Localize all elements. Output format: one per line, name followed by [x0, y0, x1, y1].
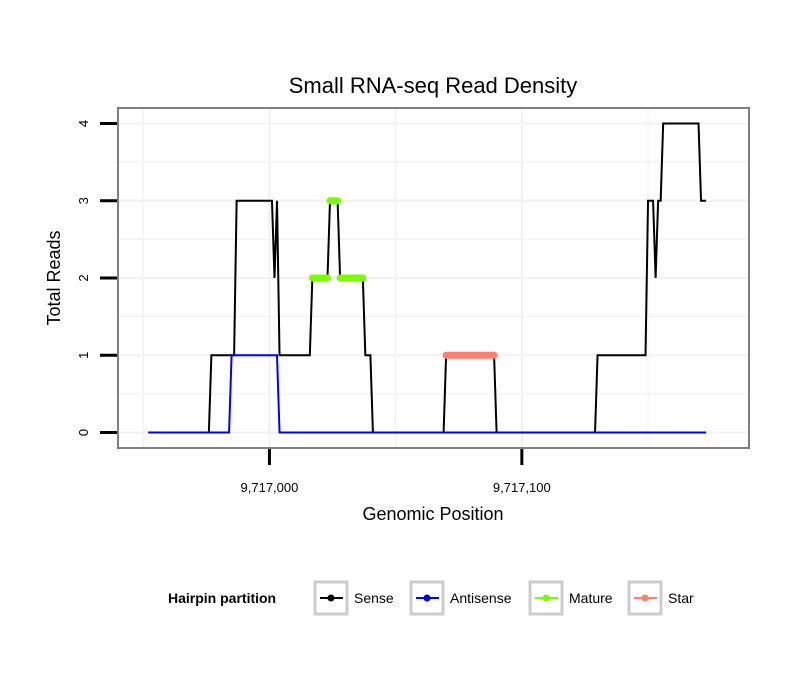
y-tick-label: 4: [76, 120, 91, 127]
panel-border: [117, 107, 750, 449]
x-tick-label: 9,717,100: [493, 480, 551, 495]
y-tick-label: 0: [76, 429, 91, 436]
series-sense-line: [148, 122, 707, 434]
legend-key-point: [327, 594, 335, 602]
y-tick-label: 2: [76, 274, 91, 281]
legend: Hairpin partition Sense Antisense Mature Sta…: [168, 580, 694, 616]
y-tick-label: 1: [76, 352, 91, 359]
legend-entry-antisense: Antisense: [409, 580, 512, 616]
legend-entry-star: Star: [627, 580, 694, 616]
legend-label: Mature: [569, 590, 613, 606]
legend-label: Antisense: [450, 590, 512, 606]
series-antisense-line: [148, 354, 707, 434]
chart-title: Small RNA-seq Read Density: [289, 73, 578, 98]
legend-title: Hairpin partition: [168, 590, 276, 606]
y-axis-title: Total Reads: [44, 230, 64, 325]
legend-entry-sense: Sense: [313, 580, 394, 616]
legend-key-point: [641, 594, 649, 602]
legend-key-point: [542, 594, 550, 602]
legend-entry-mature: Mature: [528, 580, 613, 616]
legend-label: Star: [668, 590, 694, 606]
x-tick-label: 9,717,000: [241, 480, 299, 495]
legend-key-point: [423, 594, 431, 602]
x-axis-title: Genomic Position: [362, 504, 503, 524]
y-tick-label: 3: [76, 197, 91, 204]
plot-area: [118, 108, 749, 448]
axes: 0 1 2 3 4 9,717,000 9,717,100: [76, 107, 750, 495]
legend-label: Sense: [354, 590, 394, 606]
